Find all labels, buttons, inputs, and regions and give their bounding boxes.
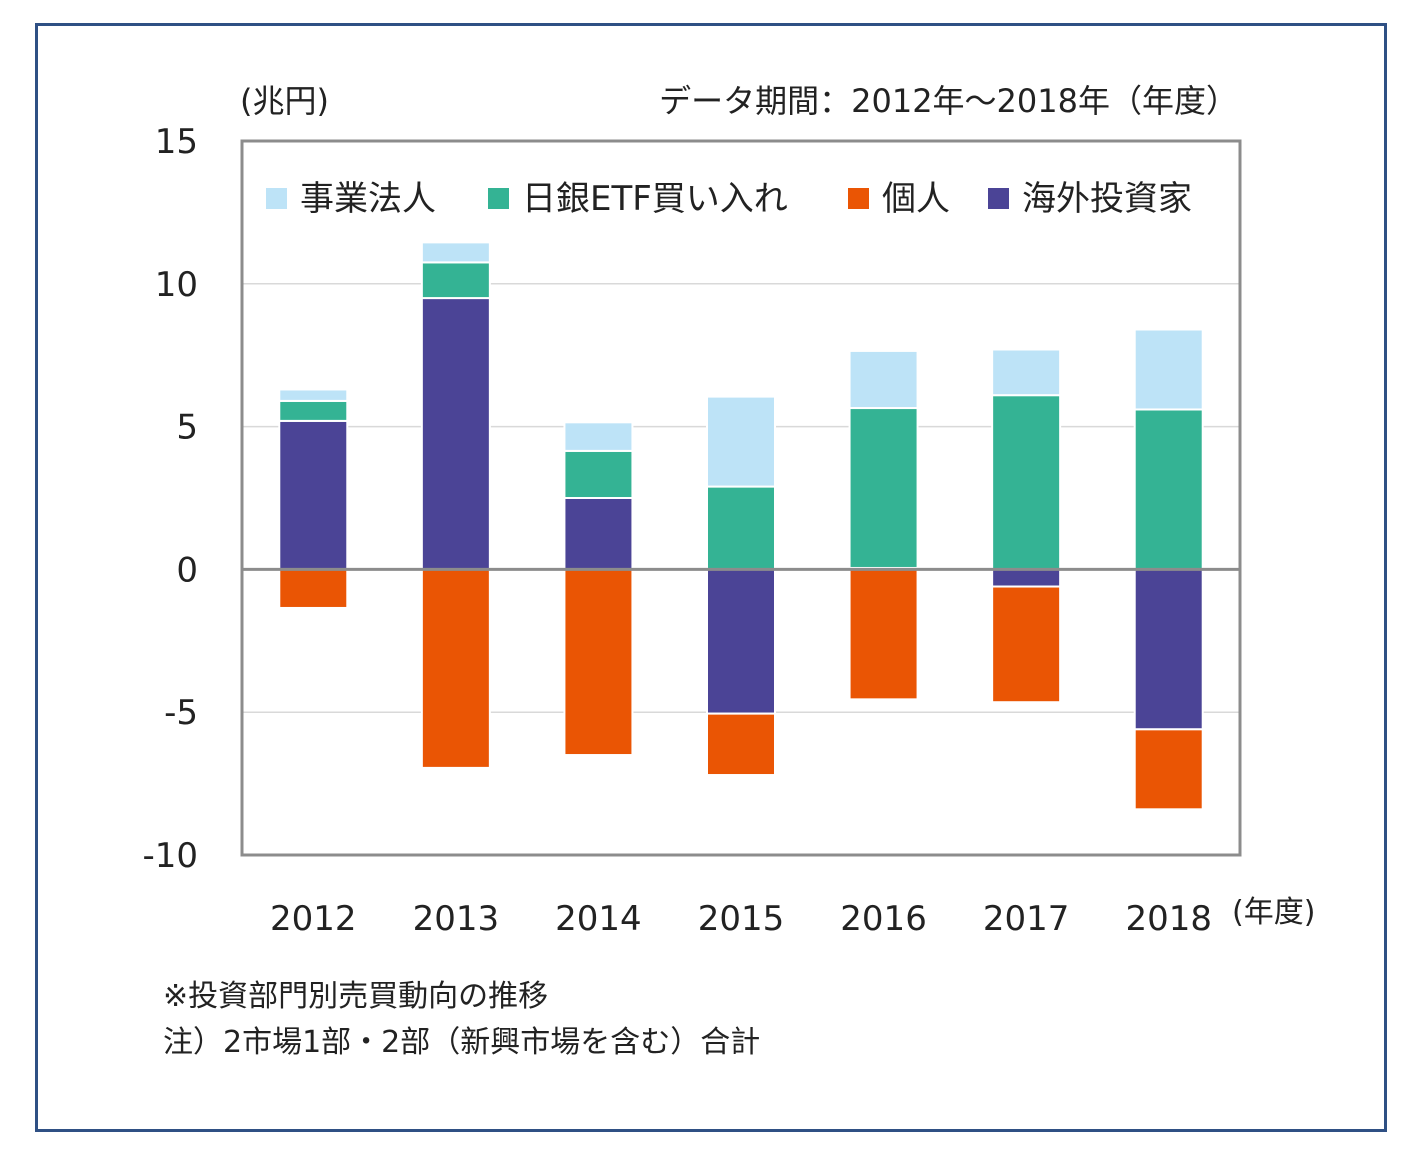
bar-segment-2-2017 [991, 585, 1062, 704]
bar-segment-1-2012 [278, 399, 349, 422]
plot-area-border [240, 139, 1242, 857]
bar-segment-1-2014 [563, 449, 634, 500]
y-tick-label: -10 [142, 836, 198, 876]
note-line-2: 注）2市場1部・2部（新興市場を含む）合計 [163, 1025, 761, 1060]
y-tick-label: 5 [176, 408, 198, 448]
y-tick-label: 15 [155, 122, 198, 162]
x-tick-label: 2012 [270, 899, 357, 939]
bar-segment-2-2016 [848, 568, 919, 701]
legend-label: 日銀ETF買い入れ [522, 179, 788, 219]
bar-segment-0-2013 [420, 241, 491, 264]
bars [278, 241, 1204, 811]
legend-swatch [848, 188, 869, 209]
legend-swatch [266, 188, 287, 209]
bar-segment-3-2017 [991, 568, 1062, 588]
legend-label: 海外投資家 [1022, 179, 1192, 219]
x-tick-label: 2016 [840, 899, 927, 939]
legend-label: 個人 [882, 179, 950, 219]
bar-segment-2-2018 [1133, 728, 1204, 811]
bar-segment-3-2014 [563, 497, 634, 571]
x-tick-label: 2013 [413, 899, 500, 939]
note-line-1: ※投資部門別売買動向の推移 [163, 979, 549, 1014]
legend-swatch [988, 188, 1009, 209]
x-tick-label: 2017 [983, 899, 1070, 939]
bar-segment-1-2015 [706, 485, 776, 571]
legend-swatch [488, 188, 509, 209]
bar-segment-3-2015 [706, 568, 776, 715]
bar-segment-2-2012 [278, 568, 349, 609]
bar-segment-1-2013 [420, 261, 491, 300]
y-tick-label: -5 [164, 693, 198, 733]
chart-frame [35, 23, 1387, 1132]
x-tick-label: 2015 [698, 899, 785, 939]
bar-segment-2-2014 [563, 568, 634, 757]
bar-segment-2-2015 [706, 712, 776, 777]
bar-segment-0-2015 [706, 395, 776, 488]
legend-label: 事業法人 [300, 179, 436, 219]
y-tick-label: 10 [155, 265, 198, 305]
bar-segment-0-2017 [991, 348, 1062, 397]
bar-segment-1-2016 [848, 407, 919, 569]
bar-segment-3-2012 [278, 419, 349, 571]
bar-segment-1-2017 [991, 394, 1062, 571]
bar-segment-0-2014 [563, 421, 634, 452]
bar-segment-0-2018 [1133, 328, 1204, 411]
bar-segment-3-2013 [420, 297, 491, 571]
chart-title: データ期間：2012年～2018年（年度） [659, 82, 1238, 120]
bar-segment-1-2018 [1133, 408, 1204, 571]
x-axis-label: (年度) [1232, 895, 1315, 930]
x-axis-ticks: 2012 2013 2014 2015 2016 2017 2018 [270, 899, 1212, 939]
bar-segment-3-2018 [1133, 568, 1204, 731]
x-tick-label: 2018 [1125, 899, 1212, 939]
legend: 事業法人 日銀ETF買い入れ 個人 海外投資家 [266, 179, 1192, 219]
y-tick-label: 0 [176, 550, 198, 590]
y-axis-ticks: 15 10 5 0 -5 -10 [142, 122, 198, 876]
bar-segment-0-2016 [848, 349, 919, 410]
y-axis-label: (兆円) [240, 82, 329, 120]
bar-segment-0-2012 [278, 388, 349, 402]
bar-segment-2-2013 [420, 568, 491, 769]
x-tick-label: 2014 [555, 899, 642, 939]
